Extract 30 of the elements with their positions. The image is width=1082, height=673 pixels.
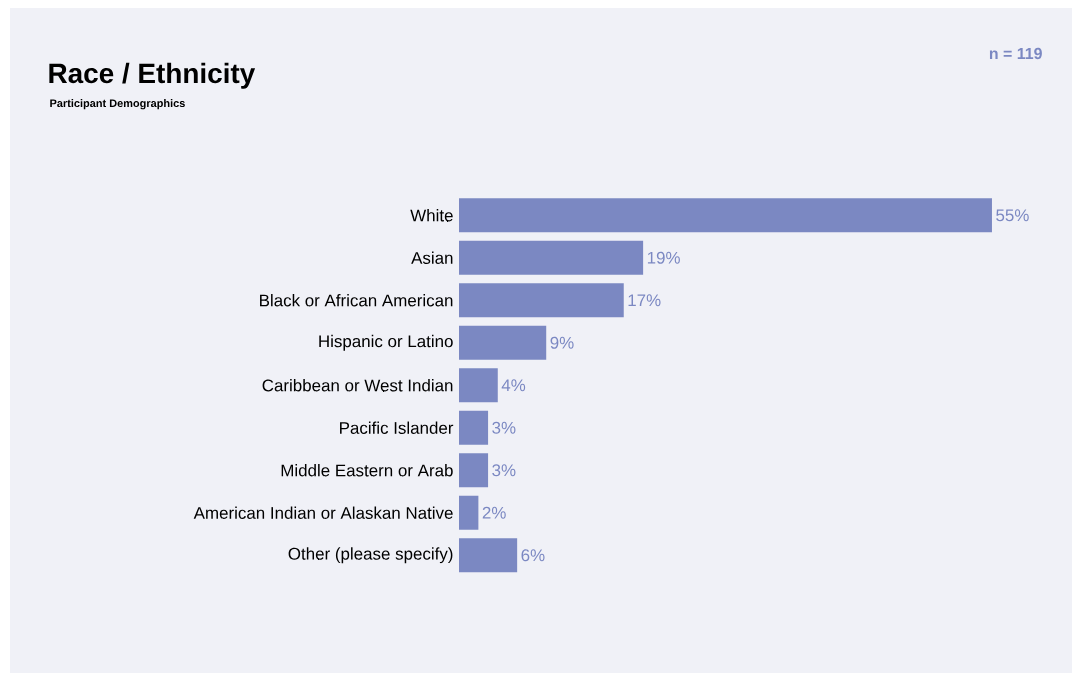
y-tick-label: American Indian or Alaskan Native	[193, 506, 453, 519]
data-label: 6%	[521, 549, 545, 562]
bar	[459, 240, 644, 275]
data-label: 4%	[501, 379, 526, 392]
bar	[459, 495, 479, 530]
y-tick-label: Black or African American	[260, 294, 453, 307]
y-tick-label: Other (please specify)	[288, 547, 453, 564]
text: Race / Ethnicity	[49, 62, 256, 89]
y-tick-label: Pacific Islander	[340, 421, 454, 434]
y-tick-label: White	[410, 209, 453, 222]
bar	[459, 410, 489, 445]
bar	[459, 453, 489, 488]
bar	[459, 283, 624, 318]
data-label: 3%	[492, 421, 516, 434]
y-tick-label: Middle Eastern or Arab	[281, 464, 453, 477]
data-label: 3%	[492, 464, 516, 477]
bar	[459, 325, 547, 360]
y-tick-label: Hispanic or Latino	[319, 334, 453, 351]
bar	[459, 368, 498, 403]
data-label: 55%	[996, 209, 1029, 222]
y-tick-label: Asian	[411, 251, 453, 264]
data-label: 19%	[647, 251, 680, 264]
data-label: 9%	[550, 336, 574, 349]
y-tick-label: Caribbean or West Indian	[262, 379, 453, 392]
text: n = 119	[989, 47, 1042, 60]
bar	[459, 538, 518, 573]
bar	[459, 198, 992, 233]
data-label: 17%	[628, 294, 661, 307]
text: Participant Demographics	[50, 99, 185, 110]
data-label: 2%	[482, 506, 506, 519]
